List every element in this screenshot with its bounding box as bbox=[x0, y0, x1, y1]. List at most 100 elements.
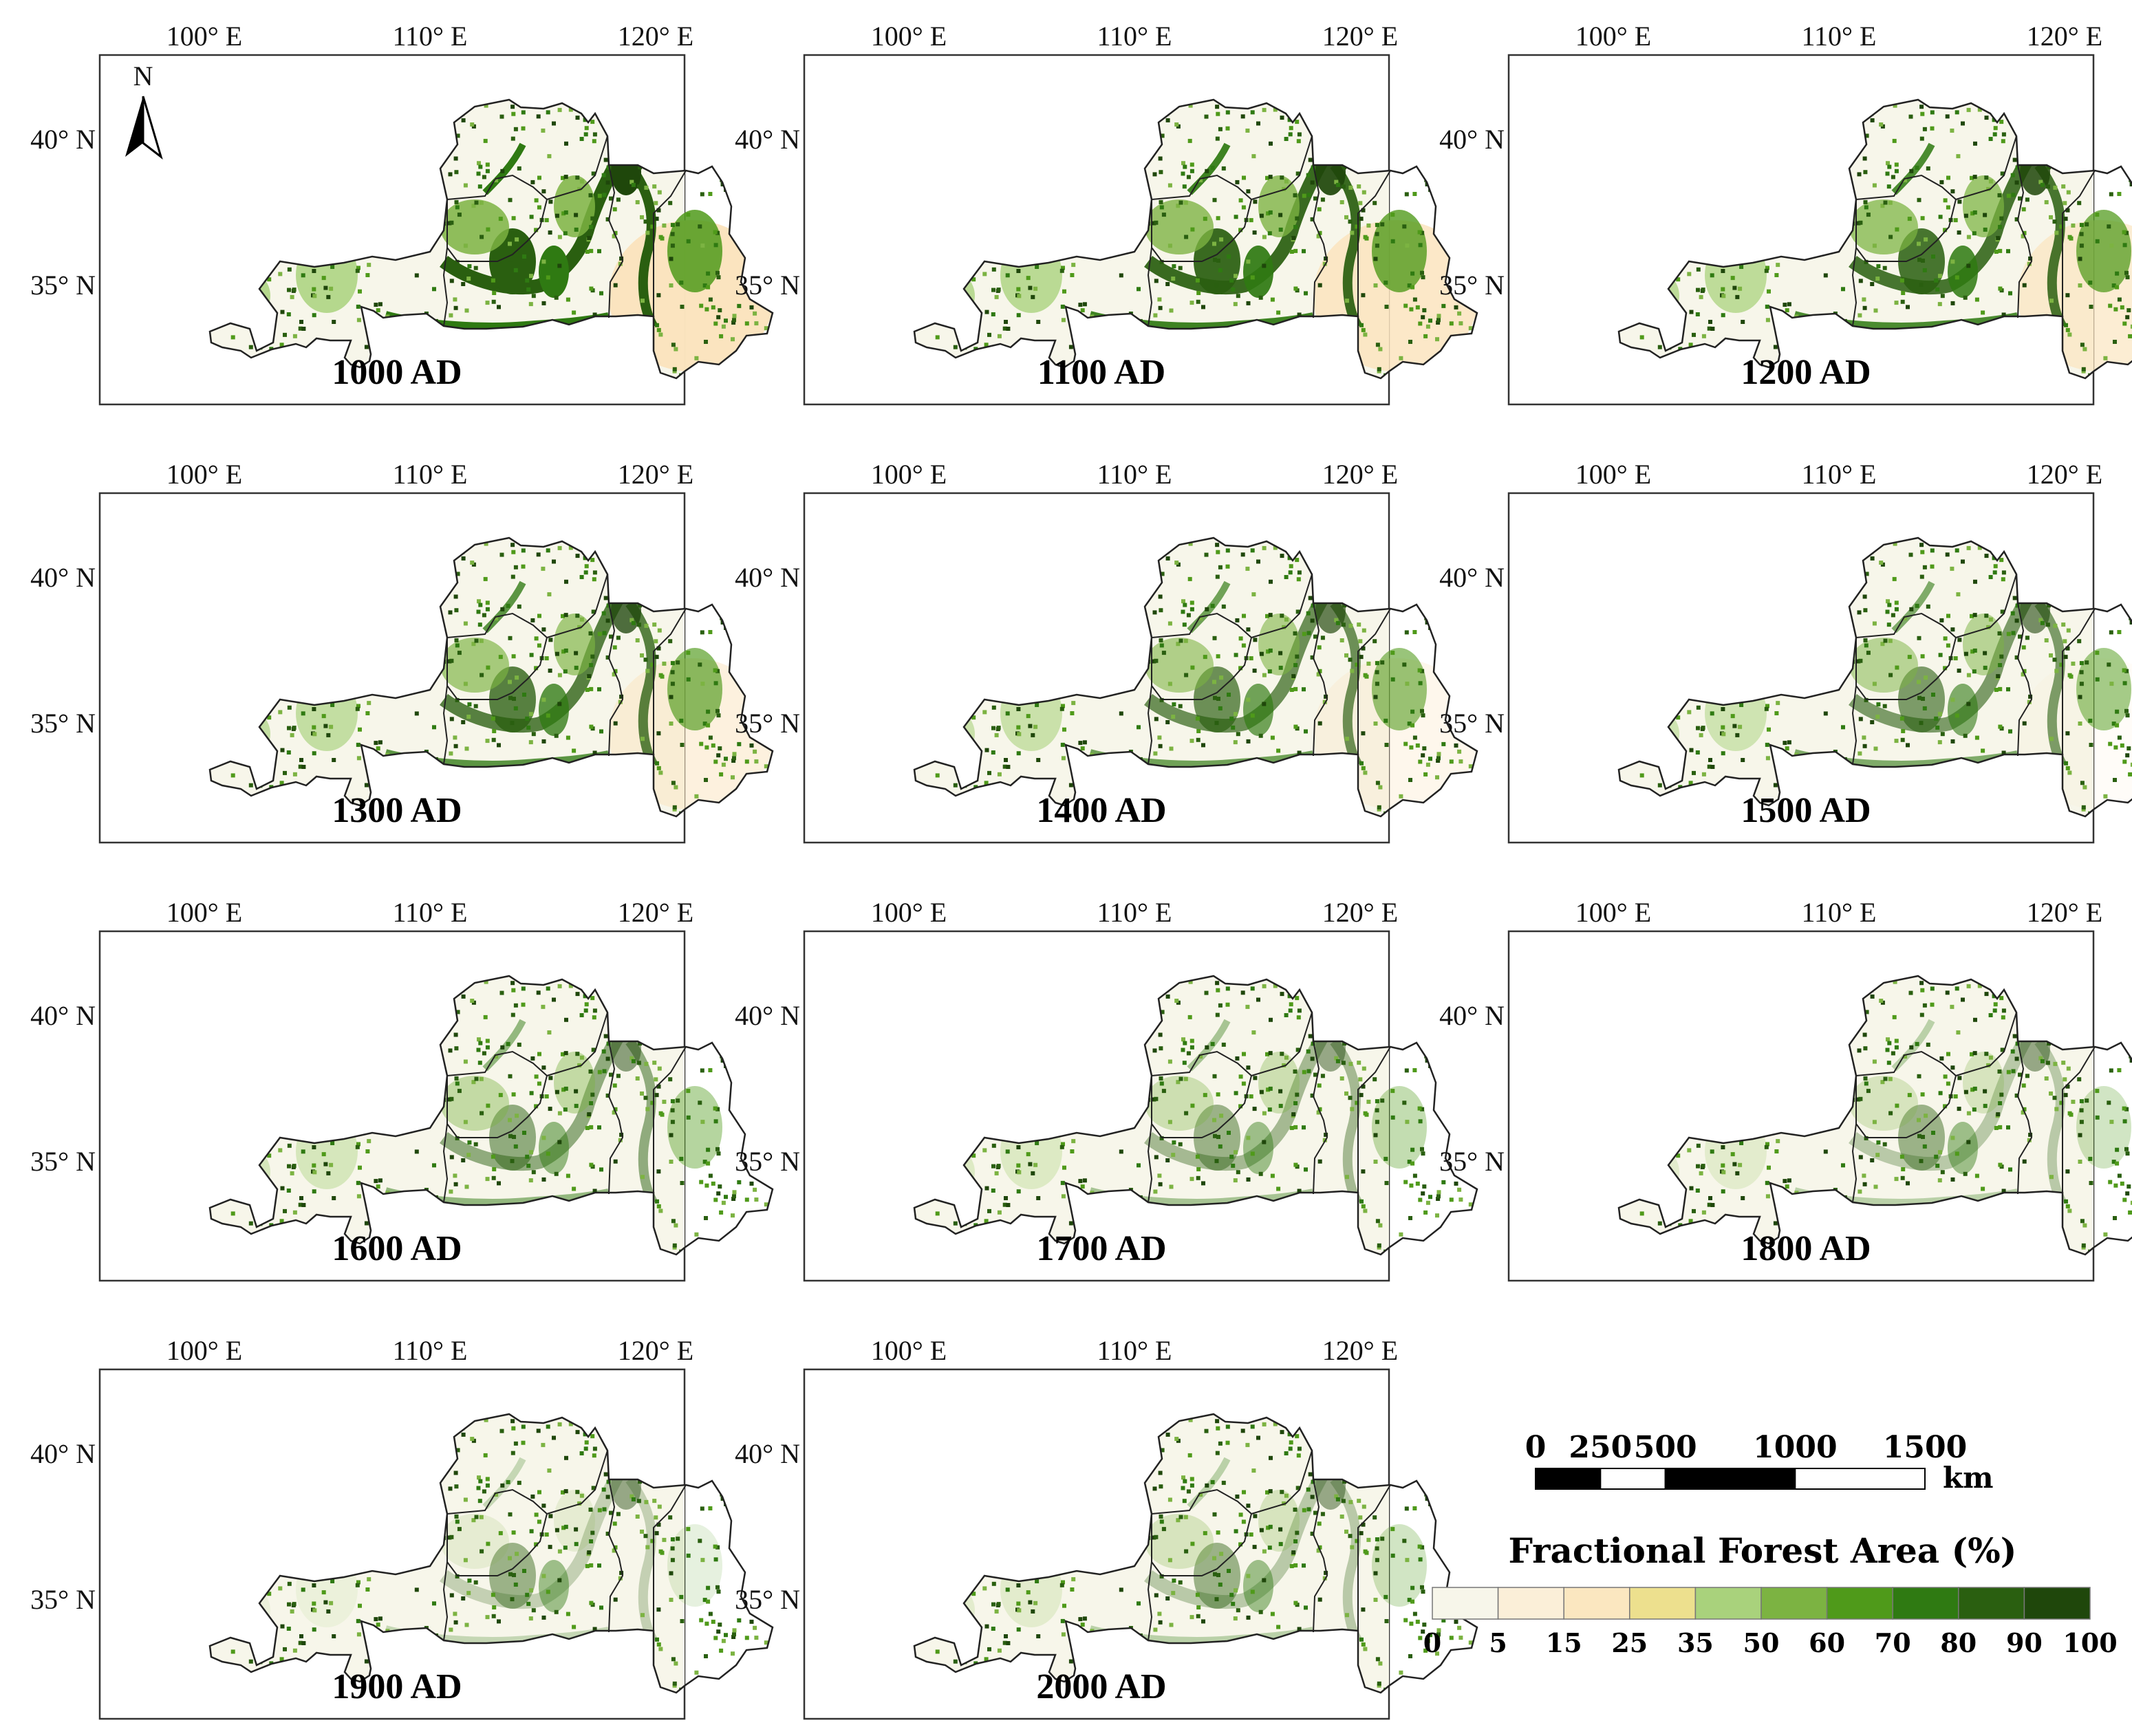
forest-pixel bbox=[1218, 706, 1223, 710]
forest-pixel bbox=[1721, 725, 1725, 730]
forest-band bbox=[2034, 162, 2067, 329]
forest-pixel bbox=[1061, 1142, 1065, 1147]
forest-pixel bbox=[1449, 1197, 1454, 1202]
province-boundary bbox=[1357, 608, 1391, 755]
forest-pixel bbox=[1373, 1133, 1378, 1138]
forest-pixel bbox=[1068, 345, 1073, 349]
forest-pixel bbox=[1159, 1081, 1164, 1086]
forest-pixel bbox=[2008, 291, 2012, 296]
forest-pixel bbox=[513, 565, 518, 569]
forest-pixel bbox=[605, 217, 610, 221]
forest-pixel bbox=[1031, 1171, 1035, 1175]
forest-pixel bbox=[1262, 984, 1267, 988]
forest-pixel bbox=[574, 227, 579, 232]
forest-pixel bbox=[1999, 120, 2004, 124]
forest-pixel bbox=[1167, 183, 1172, 188]
forest-pixel bbox=[609, 1072, 613, 1077]
forest-pixel bbox=[670, 1108, 675, 1113]
forest-pixel bbox=[660, 674, 665, 679]
forest-pixel bbox=[575, 554, 580, 558]
forest-pixel bbox=[1172, 702, 1176, 707]
forest-pixel bbox=[1246, 189, 1251, 194]
forest-pixel bbox=[1235, 180, 1240, 184]
forest-pixel bbox=[2067, 770, 2072, 775]
forest-pixel bbox=[2120, 305, 2124, 310]
forest-pixel bbox=[1900, 737, 1905, 742]
forest-pixel bbox=[1930, 548, 1935, 553]
lon-label-120: 120° E bbox=[618, 459, 693, 490]
forest-pixel bbox=[755, 649, 760, 653]
forest-pixel bbox=[1152, 172, 1157, 177]
forest-pixel bbox=[1216, 1092, 1220, 1097]
forest-pixel bbox=[1870, 556, 1875, 561]
forest-pixel bbox=[1938, 653, 1943, 658]
forest-pixel bbox=[1823, 711, 1828, 716]
forest-pixel bbox=[1289, 126, 1293, 131]
forest-pixel bbox=[557, 545, 562, 550]
forest-pixel bbox=[743, 1072, 747, 1077]
forest-pixel bbox=[1399, 356, 1403, 360]
forest-pixel bbox=[534, 636, 539, 641]
forest-pixel bbox=[1250, 548, 1255, 553]
forest-pixel bbox=[1886, 184, 1891, 189]
forest-pixel bbox=[1070, 273, 1075, 277]
forest-pixel bbox=[1966, 235, 1971, 239]
forest-pixel bbox=[1262, 1111, 1267, 1116]
forest-pixel bbox=[1420, 270, 1424, 275]
forest-pixel bbox=[644, 623, 649, 628]
forest-pixel bbox=[1210, 165, 1215, 170]
forest-pixel bbox=[612, 234, 616, 239]
forest-pixel bbox=[485, 600, 490, 605]
forest-pixel bbox=[378, 302, 383, 307]
forest-pixel bbox=[702, 283, 707, 288]
forest-patch bbox=[667, 648, 722, 730]
forest-pixel bbox=[292, 772, 297, 777]
forest-pixel bbox=[575, 1052, 580, 1056]
forest-pixel bbox=[508, 241, 512, 246]
forest-pixel bbox=[1940, 732, 1945, 737]
forest-pixel bbox=[702, 587, 707, 592]
forest-pixel bbox=[1157, 1173, 1162, 1178]
forest-pixel bbox=[2006, 193, 2011, 198]
forest-pixel bbox=[1885, 609, 1890, 614]
forest-pixel bbox=[1227, 693, 1231, 697]
forest-pixel bbox=[592, 570, 597, 575]
panel-title: 1100 AD bbox=[1037, 353, 1165, 392]
forest-pixel bbox=[994, 1171, 999, 1175]
province-boundary bbox=[446, 612, 548, 700]
forest-pixel bbox=[1404, 1068, 1409, 1073]
panel-title: 1200 AD bbox=[1741, 353, 1871, 392]
forest-pixel bbox=[500, 607, 505, 611]
forest-pixel bbox=[1357, 184, 1361, 189]
forest-pixel bbox=[674, 1223, 678, 1228]
forest-pixel bbox=[1171, 715, 1176, 719]
forest-pixel bbox=[1468, 764, 1473, 769]
forest-pixel bbox=[1421, 275, 1425, 280]
forest-pixel bbox=[2129, 182, 2132, 186]
forest-pixel bbox=[1157, 297, 1162, 302]
forest-pixel bbox=[2053, 623, 2058, 628]
forest-pixel bbox=[510, 1159, 515, 1164]
forest-pixel bbox=[679, 1156, 684, 1161]
forest-pixel bbox=[1293, 1162, 1298, 1167]
forest-pixel bbox=[1689, 748, 1694, 752]
lon-label-100: 100° E bbox=[166, 459, 242, 490]
forest-pixel bbox=[449, 220, 454, 225]
forest-pixel bbox=[984, 343, 989, 347]
forest-pixel bbox=[592, 750, 597, 755]
lat-label-35: 35° N bbox=[735, 270, 800, 301]
forest-pixel bbox=[1872, 243, 1877, 248]
forest-pixel bbox=[1016, 287, 1021, 292]
lat-label-35: 35° N bbox=[1439, 270, 1505, 301]
forest-pixel bbox=[1454, 305, 1458, 310]
forest-pixel bbox=[1917, 241, 1921, 246]
forest-pixel bbox=[591, 171, 596, 176]
forest-pixel bbox=[1383, 280, 1388, 285]
forest-pixel bbox=[329, 286, 334, 291]
forest-band bbox=[1330, 1038, 1363, 1206]
forest-pixel bbox=[531, 732, 536, 737]
forest-pixel bbox=[541, 189, 546, 194]
forest-pixel bbox=[713, 595, 718, 600]
forest-pixel bbox=[1196, 1167, 1201, 1171]
forest-pixel bbox=[500, 169, 505, 173]
